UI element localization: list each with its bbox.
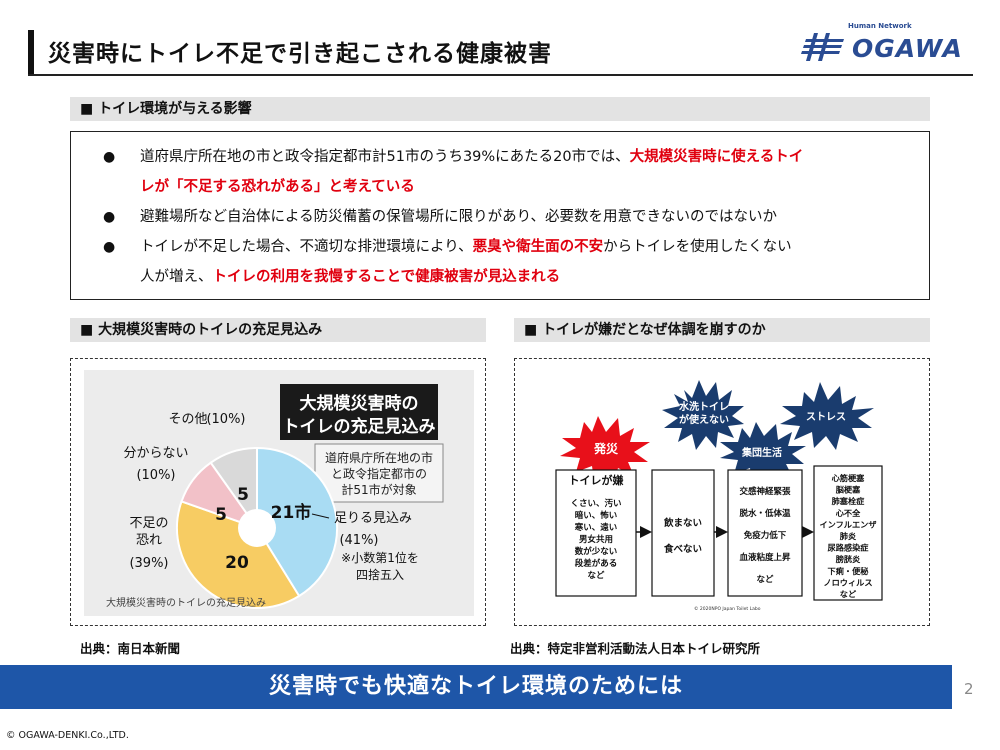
flow-box1-line-6: など — [587, 570, 605, 581]
section-header-why-sick: ■ トイレが嫌だとなぜ体調を崩すのか — [514, 318, 930, 342]
flow-box4-line-0: 心筋梗塞 — [832, 473, 866, 483]
flow-box4-line-10: など — [840, 589, 857, 599]
flow-box4-line-7: 膀胱炎 — [835, 554, 861, 564]
label-shortage-name-2: 恐れ — [136, 533, 162, 548]
burst-flush-label-2: が使えない — [679, 413, 729, 426]
burst-stress — [780, 382, 874, 450]
flow-box4-line-9: ノロウィルス — [823, 577, 872, 587]
pie-value-other: 5 — [237, 485, 249, 505]
bullet-dot-icon: ● — [103, 149, 116, 165]
flow-box3-line-4: など — [756, 574, 774, 585]
health-flow-diagram: 水洗トイレ が使えない ストレス 集団生活 発災 トイレが嫌 くさい、汚い暗い、… — [555, 380, 883, 612]
burst-disaster — [560, 416, 650, 482]
ogawa-logo-mark-icon — [801, 33, 844, 61]
page-number: 2 — [964, 680, 974, 698]
label-sufficient-leader — [311, 513, 330, 519]
flow-box3-line-3: 血液粘度上昇 — [739, 552, 791, 563]
flow-box2-line-1: 食べない — [663, 543, 702, 555]
chart-footnote-line1: ※小数第1位を — [341, 550, 419, 565]
bullet-item-1-cont: レが「不足する恐れがある」と考えている — [140, 179, 415, 195]
flow-box1-title: トイレが嫌 — [569, 473, 624, 487]
flow-box-not-eat-drink — [651, 469, 715, 597]
flow-box1-line-5: 段差がある — [575, 558, 618, 569]
bullet-item-3-cont: 人が増え、トイレの利用を我慢することで健康被害が見込まれる — [140, 269, 561, 285]
section-header-sufficiency: ■ 大規模災害時のトイレの充足見込み — [70, 318, 486, 342]
pie-slice-shortage — [176, 500, 301, 609]
burst-flush-label-1: 水洗トイレ — [678, 400, 729, 413]
bullet-dot-icon: ● — [103, 209, 116, 225]
chart-title-line2: トイレの充足見込み — [283, 416, 436, 437]
flow-box2-line-0: 飲まない — [663, 517, 702, 529]
flow-box4-line-3: 心不全 — [836, 508, 861, 518]
flow-box3-line-0: 交感神経緊張 — [739, 486, 791, 497]
pie-value-sufficient: 21市 — [271, 502, 312, 523]
source-toilet-lab: 出典：特定非営利活動法人日本トイレ研究所 — [510, 641, 761, 656]
label-sufficient-percent: (41%) — [339, 533, 378, 548]
bottom-banner-text: 災害時でも快適なトイレ環境のためには — [268, 674, 683, 699]
sufficiency-pie-figure: 大規模災害時の トイレの充足見込み 道府県庁所在地の市 と政令指定都市の 計51… — [106, 384, 444, 609]
flow-box3-line-2: 免疫力低下 — [744, 530, 787, 541]
bullet-dot-icon: ● — [103, 239, 116, 255]
bullet-item-2: ● 避難場所など自治体による防災備蓄の保管場所に限りがあり、必要数を用意できないの… — [103, 206, 777, 228]
section-header-toilet-environment: ■ トイレ環境が与える影響 — [70, 97, 930, 121]
burst-flush-toilet — [662, 380, 744, 450]
flow-box1-line-4: 数が少ない — [575, 546, 618, 557]
chart-caption: 大規模災害時のトイレの充足見込み — [106, 596, 266, 609]
flow-box1-line-2: 寒い、遠い — [574, 522, 618, 533]
chart-title-box — [280, 384, 438, 440]
flow-box4-line-4: インフルエンザ — [819, 519, 877, 529]
pie-value-unknown: 5 — [215, 505, 227, 525]
pie-value-shortage: 20 — [225, 553, 249, 573]
flow-box-physical-effects — [727, 469, 803, 597]
pie-center-hole — [238, 509, 276, 547]
logo-wordmark: OGAWA — [852, 34, 963, 63]
flow-copyright: © 2020NPO Japan Toilet Labo — [694, 605, 761, 612]
flow-box4-line-5: 肺炎 — [840, 531, 857, 541]
flow-box-toilet-unpleasant — [555, 469, 637, 597]
flow-box1-line-0: くさい、汚い — [570, 498, 621, 509]
flow-box1-line-1: 暗い、怖い — [575, 510, 618, 521]
page-title: 災害時にトイレ不足で引き起こされる健康被害 — [48, 41, 552, 67]
burst-stress-label: ストレス — [806, 411, 846, 423]
source-newspaper: 出典：南日本新聞 — [80, 641, 181, 656]
label-sufficient-name: 足りる見込み — [334, 511, 412, 526]
pie-slice-other — [209, 446, 258, 532]
flow-box4-line-8: 下痢・便秘 — [828, 566, 870, 576]
burst-disaster-label: 発災 — [593, 441, 619, 456]
logo-tagline: Human Network — [848, 22, 912, 30]
chart-note-box — [314, 443, 444, 503]
chart-note-line3: 計51市が対象 — [341, 482, 416, 497]
footer-copyright: © OGAWA-DENKI.Co.,LTD. — [6, 730, 129, 741]
chart-note-line2: と政令指定都市の — [331, 466, 427, 481]
burst-group-label: 集団生活 — [741, 446, 782, 459]
impact-box — [70, 131, 930, 300]
flow-box3-line-1: 脱水・低体温 — [739, 508, 791, 519]
title-accent-bar — [28, 30, 34, 74]
label-other-name: その他 — [168, 412, 207, 427]
flow-box4-line-2: 肺塞栓症 — [832, 496, 866, 506]
chart-footnote-line2: 四捨五入 — [356, 567, 404, 582]
label-shortage-percent: (39%) — [129, 556, 168, 571]
flow-box4-line-1: 脳梗塞 — [835, 485, 861, 495]
flow-box4-line-6: 尿路感染症 — [828, 543, 870, 553]
bullet-item-3: ● トイレが不足した場合、不適切な排泄環境により、悪臭や衛生面の不安からトイレを使… — [103, 236, 792, 258]
chart-title-line1: 大規模災害時の — [300, 393, 419, 414]
label-unknown-name: 分からない — [123, 446, 188, 461]
label-shortage-name-1: 不足の — [129, 516, 168, 531]
label-unknown-percent: (10%) — [136, 468, 175, 483]
burst-group-life — [720, 422, 806, 484]
flow-box-diseases — [813, 465, 883, 601]
title-underline — [28, 74, 973, 76]
bullet-item-1: ● 道府県庁所在地の市と政令指定都市計51市のうち39%にあたる20市では、大規模… — [103, 146, 803, 168]
flow-box1-line-3: 男女共用 — [579, 534, 613, 545]
label-other-percent: (10%) — [206, 412, 245, 427]
sufficiency-chart-frame — [70, 358, 486, 626]
bottom-banner — [0, 665, 952, 709]
flow-diagram-frame — [514, 358, 930, 626]
chart-note-line1: 道府県庁所在地の市 — [325, 450, 433, 465]
